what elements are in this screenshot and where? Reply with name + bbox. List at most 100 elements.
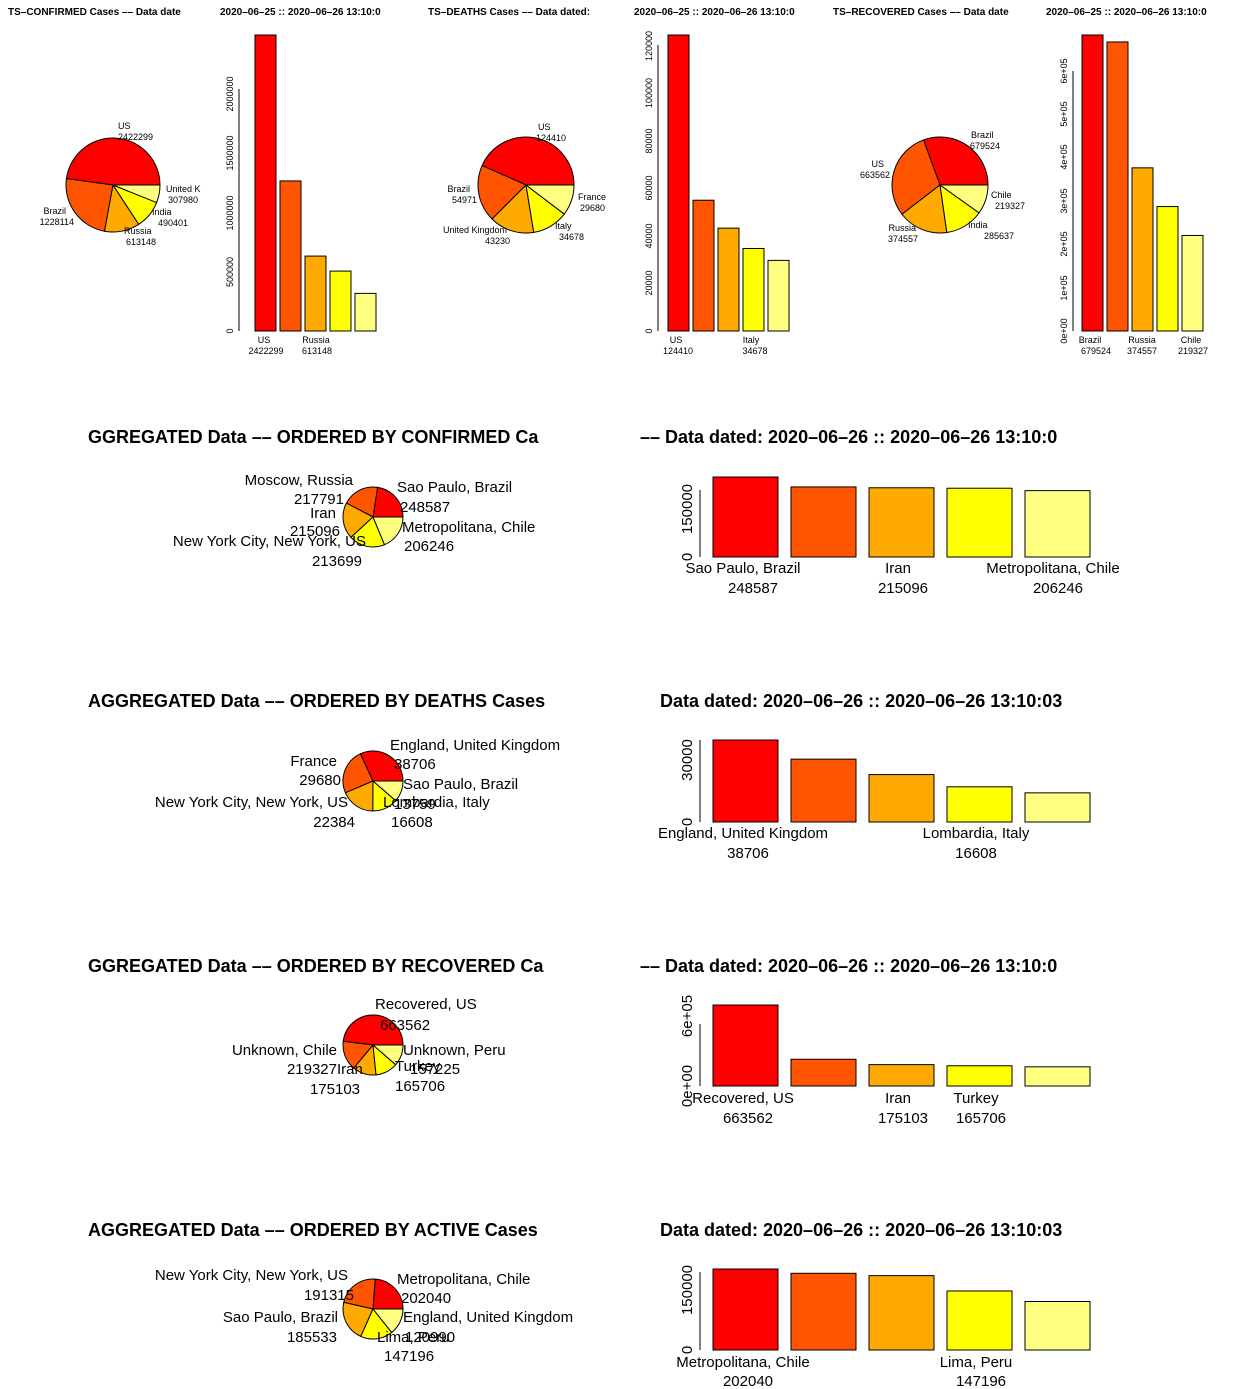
pie-slice (343, 1278, 376, 1310)
bar (1106, 41, 1129, 332)
pie-label-value: 43230 (485, 236, 510, 246)
pie-deaths-ts: US 124410 Brazil 54971 United Kingdom 43… (443, 122, 606, 246)
pie-label-name: England, United Kingdom (390, 737, 560, 754)
pie-slice (481, 136, 575, 186)
bar-label-value: 613148 (302, 346, 332, 356)
bar-label-name: England, United Kingdom (658, 825, 828, 842)
pie-label-name: France (578, 192, 606, 202)
y-tick-label: 100000 (644, 78, 654, 108)
pie-label-name: New York City, New York, US (155, 1267, 348, 1284)
pie-slice (922, 136, 989, 186)
bar (946, 487, 1013, 558)
pie-label-name: Russia (124, 226, 152, 236)
bar (946, 1065, 1013, 1087)
pie-label-name: India (152, 207, 172, 217)
bar-deaths-ts: 0 20000 40000 60000 80000 100000 120000 … (644, 31, 790, 356)
bar (279, 180, 302, 332)
bar (946, 1290, 1013, 1351)
bar-label-value: 663562 (723, 1110, 773, 1127)
pie-label-name: Sao Paulo, Brazil (397, 479, 512, 496)
bar-label-name: Recovered, US (692, 1090, 794, 1107)
bar (712, 1268, 779, 1351)
y-tick-label: 6e+05 (679, 995, 696, 1037)
confirmed-ts-title-right: 2020–06–25 :: 2020–06–26 13:10:0 (220, 7, 381, 18)
pie-slice (372, 1278, 404, 1310)
pie-label-value: 2422299 (118, 132, 153, 142)
pie-agg-active: Metropolitana, Chile 202040 New York Cit… (155, 1267, 573, 1365)
y-tick-label: 2000000 (225, 76, 235, 111)
bar-label-name: Russia (1128, 335, 1156, 345)
pie-label-value: 185533 (287, 1329, 337, 1346)
y-tick-label: 4e+05 (1059, 144, 1069, 169)
pie-label-value: 613148 (126, 237, 156, 247)
bar-label-name: Lima, Peru (940, 1354, 1013, 1371)
bar-agg-deaths: 0 30000 England, United Kingdom 38706 Lo… (658, 739, 1091, 862)
y-tick-label: 80000 (644, 128, 654, 153)
bar-label-value: 202040 (723, 1373, 773, 1389)
bar (868, 487, 935, 558)
pie-label-value: 22384 (313, 814, 355, 831)
pie-label-name: Brazil (43, 206, 66, 216)
bar (767, 259, 790, 332)
pie-label-name: Recovered, US (375, 996, 477, 1013)
pie-label-name: Metropolitana, Chile (397, 1271, 530, 1288)
pie-slice (342, 1014, 404, 1046)
y-tick-label: 0e+00 (1059, 318, 1069, 343)
bar-label-name: Lombardia, Italy (923, 825, 1030, 842)
bar-confirmed-ts: 0 500000 1000000 1500000 2000000 US 2422… (225, 34, 377, 356)
bar (1081, 34, 1104, 332)
pie-slice (372, 486, 404, 518)
pie-slice (342, 1301, 374, 1338)
pie-label-value: 38706 (394, 756, 436, 773)
pie-slice (891, 139, 941, 215)
pie-label-name: Brazil (971, 130, 994, 140)
pie-label-value: 13759 (394, 796, 436, 813)
y-tick-label: 5e+05 (1059, 101, 1069, 126)
bar (304, 255, 327, 332)
pie-label-name: United Kingdom (443, 225, 507, 235)
bar (667, 34, 690, 332)
pie-label-value: 16608 (391, 814, 433, 831)
pie-label-value: 54971 (452, 195, 477, 205)
bar-label-name: Turkey (953, 1090, 999, 1107)
pie-slice (372, 516, 404, 546)
pie-label-value: 490401 (158, 218, 188, 228)
pie-agg-deaths: England, United Kingdom 38706 France 296… (155, 737, 560, 831)
bar (790, 1058, 857, 1087)
bar-label-name: Russia (302, 335, 330, 345)
pie-slice (371, 780, 404, 802)
pie-label-name: India (968, 220, 988, 230)
pie-slice (371, 1308, 404, 1334)
bar (329, 270, 352, 332)
bar (1024, 490, 1091, 558)
pie-label-name: Sao Paulo, Brazil (223, 1309, 338, 1326)
y-tick-label: 2e+05 (1059, 231, 1069, 256)
bar (254, 34, 277, 332)
bar (1181, 234, 1204, 332)
bar-label-value: 679524 (1081, 346, 1111, 356)
pie-label-name: Unknown, Chile (232, 1042, 337, 1059)
y-tick-label: 1e+05 (1059, 275, 1069, 300)
pie-label-name: Iran (337, 1061, 363, 1078)
pie-label-name: Metropolitana, Chile (402, 519, 535, 536)
pie-label-name: Iran (310, 505, 336, 522)
bar (1024, 1066, 1091, 1087)
y-tick-label: 0 (644, 328, 654, 333)
bar-label-value: 206246 (1033, 580, 1083, 597)
pie-label-value: 191315 (304, 1287, 354, 1304)
pie-confirmed-ts: US 2422299 Brazil 1228114 Russia 613148 … (40, 121, 201, 247)
bar-label-value: 165706 (956, 1110, 1006, 1127)
pie-slice (524, 184, 575, 215)
bar-label-name: US (258, 335, 271, 345)
pie-label-value: 29680 (580, 203, 605, 213)
recovered-ts-title-right: 2020–06–25 :: 2020–06–26 13:10:0 (1046, 7, 1207, 18)
pie-label-name: Sao Paulo, Brazil (403, 776, 518, 793)
pie-label-value: 157225 (410, 1061, 460, 1078)
pie-label-value: 219327 (287, 1061, 337, 1078)
pie-label-value: 165706 (395, 1078, 445, 1095)
bar-label-value: 2422299 (248, 346, 283, 356)
pie-slice (350, 516, 386, 548)
pie-label-value: 307980 (168, 195, 198, 205)
y-tick-label: 150000 (679, 484, 696, 534)
